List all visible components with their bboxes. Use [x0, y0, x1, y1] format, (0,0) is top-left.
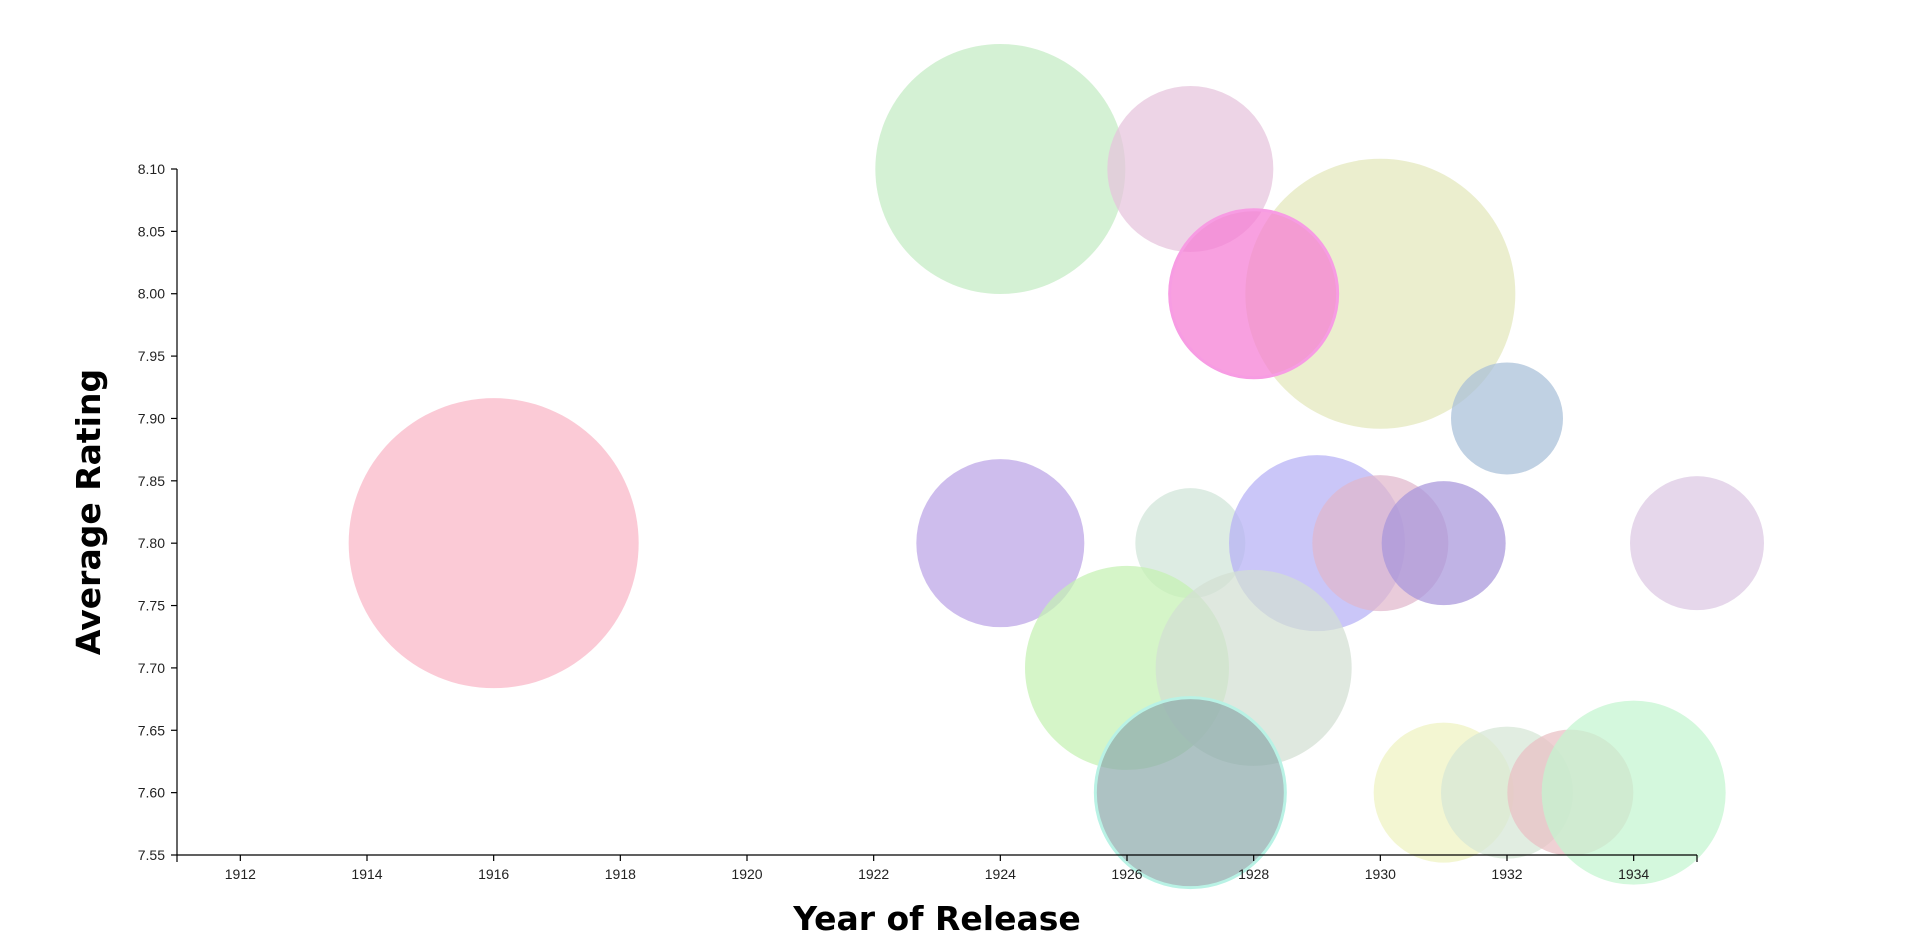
x-tick-label: 1932 — [1491, 866, 1522, 882]
bubble-layer — [348, 44, 1764, 890]
x-tick-label: 1924 — [985, 866, 1016, 882]
y-tick-label: 7.70 — [138, 660, 165, 676]
y-tick-label: 7.55 — [138, 847, 165, 863]
x-tick-label: 1918 — [605, 866, 636, 882]
y-tick-label: 7.95 — [138, 348, 165, 364]
x-tick-label: 1920 — [731, 866, 762, 882]
x-tick-label: 1928 — [1238, 866, 1269, 882]
y-tick-label: 8.10 — [138, 161, 165, 177]
x-tick-label: 1922 — [858, 866, 889, 882]
y-tick-label: 8.05 — [138, 223, 165, 239]
x-axis-title: Year of Release — [792, 899, 1081, 938]
x-tick-label: 1916 — [478, 866, 509, 882]
y-tick-label: 7.85 — [138, 473, 165, 489]
y-tick-label: 8.00 — [138, 286, 165, 302]
y-tick-label: 7.60 — [138, 785, 165, 801]
bubble-point[interactable] — [1093, 696, 1287, 890]
y-tick-label: 7.90 — [138, 410, 165, 426]
bubble-point[interactable] — [875, 44, 1126, 294]
x-tick-label: 1926 — [1111, 866, 1142, 882]
bubble-point[interactable] — [1541, 700, 1726, 885]
y-tick-label: 7.80 — [138, 535, 165, 551]
x-tick-label: 1934 — [1618, 866, 1649, 882]
axes: 1912 1914 1916 1918 1920 1922 1924 1926 1928 1930… — [138, 161, 1698, 882]
x-tick-label: 1914 — [351, 866, 382, 882]
bubble-point[interactable] — [1168, 208, 1340, 380]
bubble-point[interactable] — [1630, 476, 1764, 611]
y-axis-ticks: 7.55 7.60 7.65 7.70 7.75 7.80 7.85 7.90 7.95 8.00… — [138, 161, 177, 863]
bubble-point[interactable] — [916, 459, 1085, 628]
bubble-point[interactable] — [1107, 86, 1274, 252]
y-tick-label: 7.65 — [138, 722, 165, 738]
bubble-point[interactable] — [1451, 362, 1563, 475]
y-tick-label: 7.75 — [138, 598, 165, 614]
bubble-point[interactable] — [1245, 158, 1516, 429]
x-tick-label: 1912 — [225, 866, 256, 882]
y-axis-title: Average Rating — [69, 369, 108, 655]
bubble-point[interactable] — [1135, 488, 1246, 599]
bubble-point[interactable] — [348, 398, 639, 689]
x-tick-label: 1930 — [1365, 866, 1396, 882]
x-axis-ticks: 1912 1914 1916 1918 1920 1922 1924 1926 1928 1930… — [225, 855, 1649, 882]
bubble-point[interactable] — [1381, 481, 1506, 606]
